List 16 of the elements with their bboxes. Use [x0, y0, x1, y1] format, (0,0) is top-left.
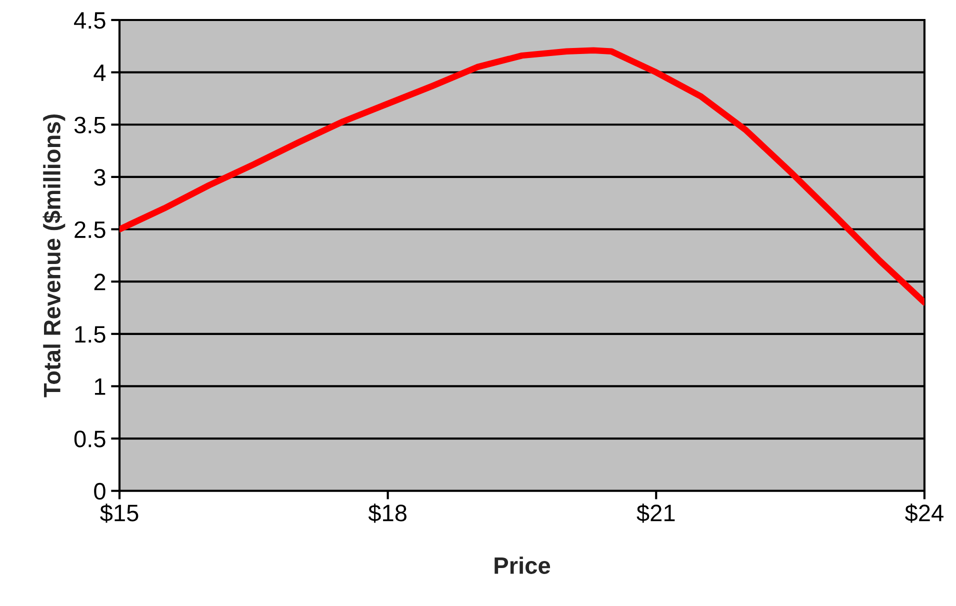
x-tick-label: $18	[368, 504, 406, 523]
x-tick-label: $21	[636, 504, 675, 523]
y-tick-label: 4.5	[74, 12, 106, 29]
x-tick-label: $15	[100, 504, 138, 523]
y-tick-label: 0.5	[74, 430, 106, 448]
y-tick-label: 0	[94, 482, 106, 500]
x-axis-title: Price	[494, 556, 550, 574]
y-tick-label: 4	[94, 64, 106, 81]
y-tick-label: 2.5	[74, 221, 106, 238]
y-tick-label: 3.5	[74, 116, 106, 134]
y-tick-label: 2	[94, 274, 106, 290]
x-tick-label: $24	[905, 504, 944, 523]
y-tick-label: 1	[94, 378, 106, 395]
y-axis-title: Total Revenue ($millions)	[42, 114, 66, 398]
y-tick-label: 3	[94, 169, 106, 186]
y-tick-label: 1.5	[75, 326, 106, 343]
